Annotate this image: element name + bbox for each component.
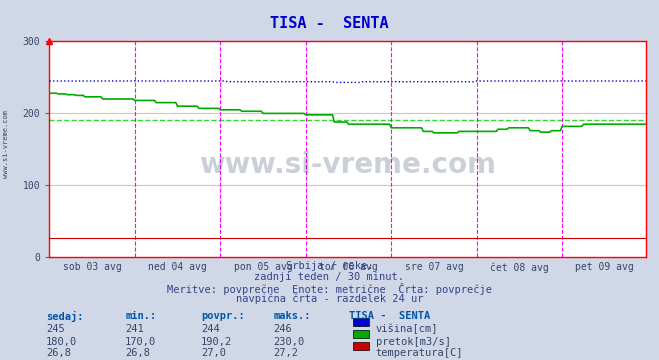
Text: 244: 244: [201, 324, 219, 334]
Text: 241: 241: [125, 324, 144, 334]
Text: zadnji teden / 30 minut.: zadnji teden / 30 minut.: [254, 272, 405, 282]
Text: www.si-vreme.com: www.si-vreme.com: [3, 110, 9, 178]
Text: višina[cm]: višina[cm]: [376, 324, 438, 334]
Text: 27,0: 27,0: [201, 348, 226, 359]
Text: 26,8: 26,8: [46, 348, 71, 359]
Text: min.:: min.:: [125, 311, 156, 321]
Text: 180,0: 180,0: [46, 337, 77, 347]
Text: 170,0: 170,0: [125, 337, 156, 347]
Text: 26,8: 26,8: [125, 348, 150, 359]
Text: temperatura[C]: temperatura[C]: [376, 348, 463, 359]
Text: sedaj:: sedaj:: [46, 311, 84, 323]
Text: 245: 245: [46, 324, 65, 334]
Text: maks.:: maks.:: [273, 311, 311, 321]
Text: povpr.:: povpr.:: [201, 311, 244, 321]
Text: pretok[m3/s]: pretok[m3/s]: [376, 337, 451, 347]
Text: navpična črta - razdelek 24 ur: navpična črta - razdelek 24 ur: [236, 293, 423, 304]
Text: 246: 246: [273, 324, 292, 334]
Text: 230,0: 230,0: [273, 337, 304, 347]
Text: TISA -  SENTA: TISA - SENTA: [270, 16, 389, 31]
Text: TISA -  SENTA: TISA - SENTA: [349, 311, 430, 321]
Text: 190,2: 190,2: [201, 337, 232, 347]
Text: www.si-vreme.com: www.si-vreme.com: [199, 150, 496, 179]
Text: Srbija / reke.: Srbija / reke.: [286, 261, 373, 271]
Text: Meritve: povprečne  Enote: metrične  Črta: povprečje: Meritve: povprečne Enote: metrične Črta:…: [167, 283, 492, 294]
Text: 27,2: 27,2: [273, 348, 299, 359]
